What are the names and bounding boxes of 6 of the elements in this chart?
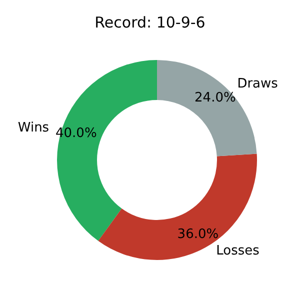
data-label: 24.0% xyxy=(194,90,236,106)
slice-label: Draws xyxy=(237,76,278,92)
chart-title: Record: 10-9-6 xyxy=(94,14,206,32)
slice-label: Wins xyxy=(18,120,50,136)
data-label: 36.0% xyxy=(177,226,219,242)
slice-label: Losses xyxy=(216,244,260,259)
